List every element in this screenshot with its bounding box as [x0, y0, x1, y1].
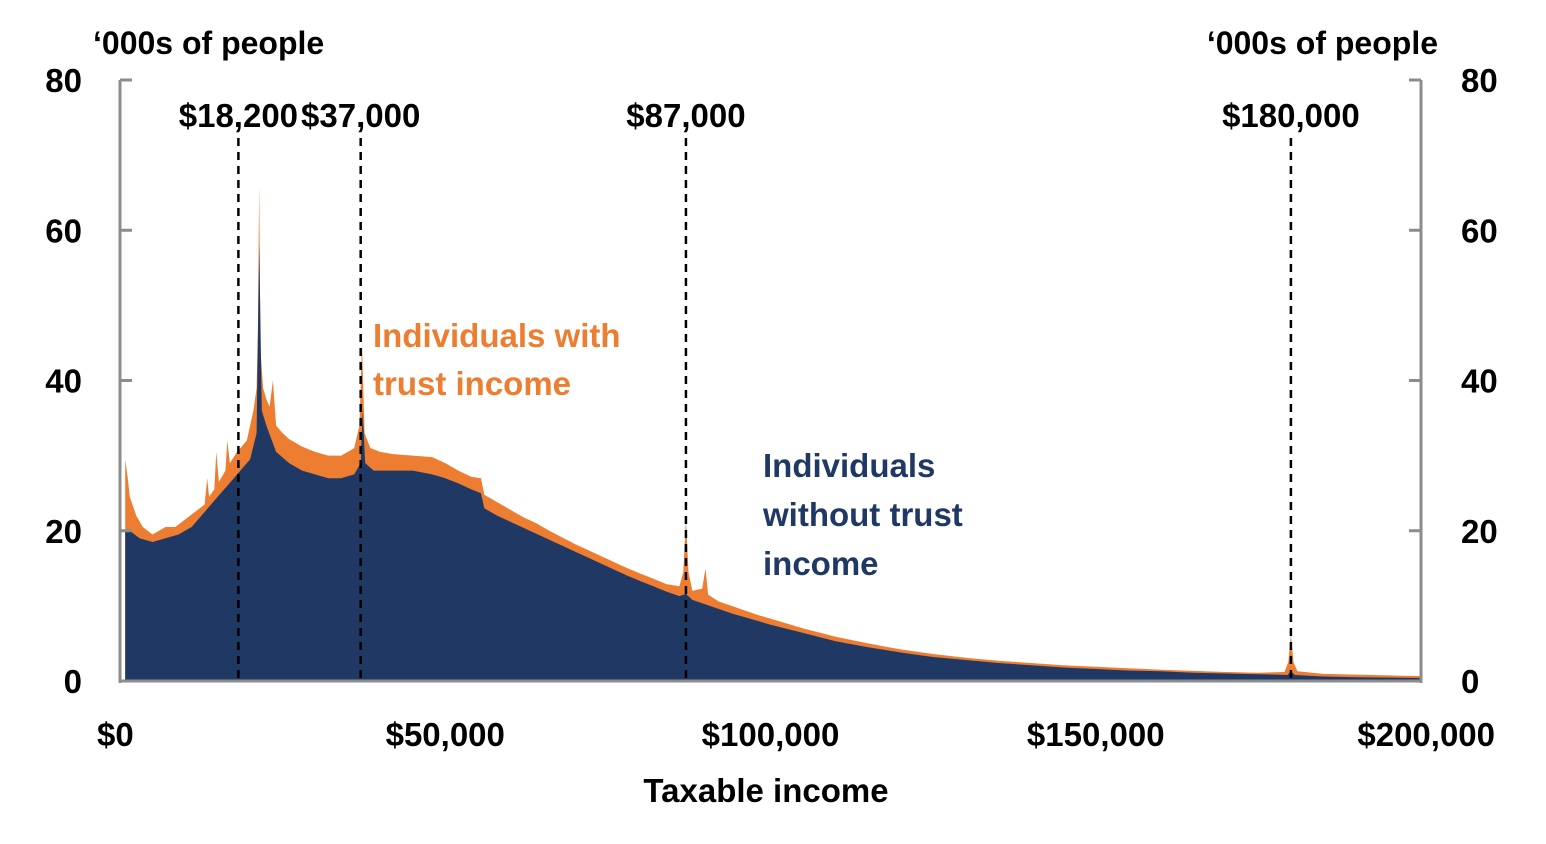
x-tick-label: $150,000: [1027, 716, 1165, 753]
series-label-without-trust-income: without trust: [762, 496, 963, 533]
series-label-without-trust-income: Individuals: [763, 447, 935, 484]
x-tick-label: $0: [97, 716, 134, 753]
y-tick-label-right: 40: [1461, 363, 1498, 400]
x-axis-title: Taxable income: [643, 772, 888, 809]
y-tick-label-left: 80: [45, 62, 82, 99]
threshold-label: $180,000: [1222, 97, 1360, 134]
y-axis-label-left: ‘000s of people: [93, 25, 324, 61]
y-tick-label-left: 40: [45, 363, 82, 400]
axes-layer: [118, 78, 1423, 683]
y-tick-label-right: 20: [1461, 513, 1498, 550]
x-tick-label: $100,000: [702, 716, 840, 753]
labels-layer: 0 0 20 20 40 40 60 60 80 80 $0 $50,000 $100,000 $150,…: [45, 25, 1497, 809]
y-axis-label-right: ‘000s of people: [1207, 25, 1438, 61]
plot-layer: [125, 185, 1422, 682]
threshold-label: $37,000: [301, 97, 420, 134]
series-label-with-trust-income: trust income: [373, 365, 571, 402]
series-area-without-trust-income: [125, 245, 1422, 682]
x-tick-label: $200,000: [1357, 716, 1495, 753]
threshold-label: $18,200: [179, 97, 298, 134]
series-label-with-trust-income: Individuals with: [373, 317, 621, 354]
y-tick-label-right: 60: [1461, 212, 1498, 249]
series-label-without-trust-income: income: [763, 545, 879, 582]
x-tick-label: $50,000: [386, 716, 505, 753]
threshold-label: $87,000: [626, 97, 745, 134]
y-tick-label-right: 80: [1461, 62, 1498, 99]
y-tick-label-left: 60: [45, 212, 82, 249]
y-tick-label-right: 0: [1461, 663, 1479, 700]
y-tick-label-left: 20: [45, 513, 82, 550]
y-tick-label-left: 0: [64, 663, 82, 700]
